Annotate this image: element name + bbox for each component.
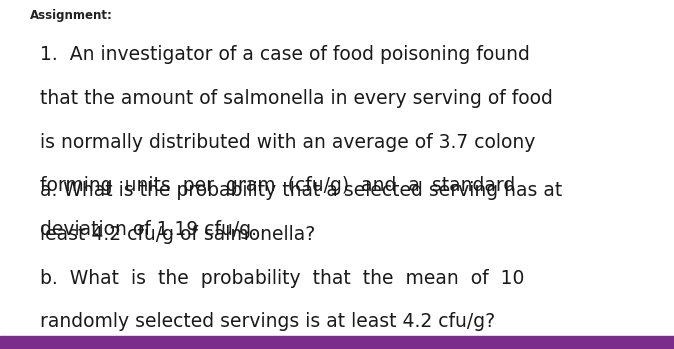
Text: b.  What  is  the  probability  that  the  mean  of  10: b. What is the probability that the mean… <box>40 269 525 288</box>
Text: that the amount of salmonella in every serving of food: that the amount of salmonella in every s… <box>40 89 553 108</box>
Text: Assignment:: Assignment: <box>30 9 113 22</box>
Text: 1.  An investigator of a case of food poisoning found: 1. An investigator of a case of food poi… <box>40 45 530 64</box>
Text: forming  units  per  gram  (cfu/g)  and  a  standard: forming units per gram (cfu/g) and a sta… <box>40 176 516 195</box>
Text: least 4.2 cfu/g of salmonella?: least 4.2 cfu/g of salmonella? <box>40 225 315 244</box>
Text: randomly selected servings is at least 4.2 cfu/g?: randomly selected servings is at least 4… <box>40 312 495 331</box>
Text: is normally distributed with an average of 3.7 colony: is normally distributed with an average … <box>40 133 536 151</box>
Text: deviation of 1.19 cfu/g.: deviation of 1.19 cfu/g. <box>40 220 257 239</box>
Text: a. What is the probability that a selected serving has at: a. What is the probability that a select… <box>40 181 563 200</box>
